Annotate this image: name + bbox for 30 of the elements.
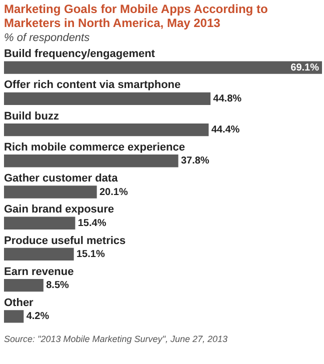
y-tick-label: Produce useful metrics <box>4 234 126 247</box>
bar <box>4 310 24 323</box>
bar <box>4 154 178 168</box>
bar <box>4 248 74 261</box>
bar <box>4 61 322 74</box>
chart-title: Marketing Goals for Mobile Apps According to Marketers in North America, May 2013 <box>4 2 269 30</box>
bar <box>4 216 76 230</box>
source-note: Source: "2013 Mobile Marketing Survey", June 27, 2013 <box>4 334 229 345</box>
y-tick-label: Offer rich content via smartphone <box>4 79 181 92</box>
y-tick-label: Other <box>4 296 34 309</box>
bar <box>4 279 44 292</box>
y-tick-label: Gather customer data <box>4 172 119 185</box>
y-tick-label: Gain brand exposure <box>4 204 114 216</box>
y-tick-label: Rich mobile commerce experience <box>4 141 185 154</box>
y-tick-label: Earn revenue <box>4 266 74 278</box>
y-tick-label: Build buzz <box>4 110 60 122</box>
bar <box>4 186 97 198</box>
data-label: 69.1% <box>290 62 320 74</box>
data-label: 8.5% <box>46 280 70 292</box>
bar <box>4 92 210 105</box>
data-label: 44.8% <box>213 93 242 104</box>
y-tick-label: Build frequency/engagement <box>4 48 156 60</box>
data-label: 15.4% <box>78 218 106 229</box>
chart-subtitle: % of respondents <box>4 32 90 44</box>
data-label: 37.8% <box>180 156 210 167</box>
data-label: 15.1% <box>76 248 105 260</box>
data-label: 20.1% <box>100 186 128 198</box>
data-label: 4.2% <box>26 311 50 322</box>
bar <box>4 123 209 136</box>
data-label: 44.4% <box>211 124 240 136</box>
